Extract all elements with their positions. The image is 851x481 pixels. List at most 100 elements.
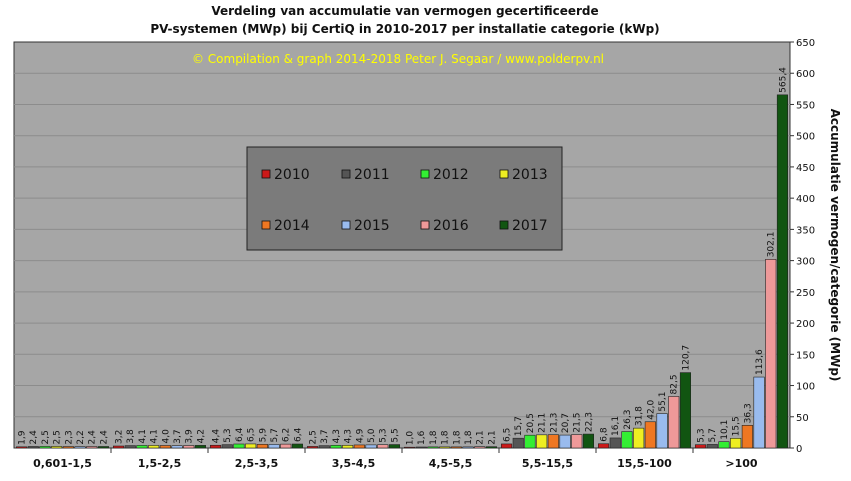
bar-label-2014-3: 4,9 xyxy=(355,428,365,443)
y-tick-label: 200 xyxy=(796,319,815,330)
bar-label-2016-1: 3,9 xyxy=(185,429,195,444)
legend-label-2011: 2011 xyxy=(354,167,390,183)
legend-label-2017: 2017 xyxy=(512,218,548,234)
bar-label-2015-2: 5,7 xyxy=(270,428,280,442)
bar-2013-0 xyxy=(51,446,63,449)
bar-2013-1 xyxy=(148,445,160,449)
bar-label-2017-6: 120,7 xyxy=(681,345,691,371)
bar-2011-1 xyxy=(124,445,136,449)
bar-label-2016-7: 302,1 xyxy=(767,232,777,258)
bar-2015-1 xyxy=(171,445,183,449)
y-tick-label: 150 xyxy=(796,350,815,361)
bar-2017-0 xyxy=(97,446,109,449)
bar-label-2014-7: 36,3 xyxy=(743,403,753,423)
bar-label-2013-7: 15,5 xyxy=(732,416,742,436)
bar-2014-0 xyxy=(62,446,74,449)
bar-label-2012-3: 4,3 xyxy=(332,429,342,443)
chart-title-line-1: Verdeling van accumulatie van vermogen g… xyxy=(211,4,598,18)
x-tick-label-2: 2,5-3,5 xyxy=(235,457,279,470)
x-tick-label-3: 3,5-4,5 xyxy=(332,457,376,470)
bar-2011-7 xyxy=(706,444,718,449)
bar-2016-0 xyxy=(86,446,98,449)
bar-label-2011-4: 1,6 xyxy=(417,430,427,445)
x-category-dividers xyxy=(110,448,694,453)
bar-2017-6 xyxy=(679,372,692,449)
bar-label-2012-0: 2,5 xyxy=(41,430,51,444)
legend-swatch-2016 xyxy=(420,220,430,230)
y-tick-label: 650 xyxy=(796,38,815,49)
bar-2014-7 xyxy=(741,425,753,449)
bar-label-2011-7: 5,7 xyxy=(708,428,718,442)
bar-label-2013-4: 1,8 xyxy=(441,430,451,445)
legend-box xyxy=(246,146,563,251)
bar-2017-5 xyxy=(582,433,595,449)
bar-2012-0 xyxy=(39,446,51,449)
y-tick-label: 500 xyxy=(796,132,815,143)
y-tick-label: 300 xyxy=(796,257,815,268)
y-tick-label: 250 xyxy=(796,288,815,299)
bar-2012-5 xyxy=(524,434,536,449)
bar-label-2010-6: 6,8 xyxy=(600,427,610,442)
bar-2017-1 xyxy=(194,445,206,449)
bar-2013-7 xyxy=(730,438,742,449)
bar-2011-2 xyxy=(221,444,233,449)
bar-label-2015-1: 3,7 xyxy=(173,429,183,443)
bar-label-2010-3: 2,5 xyxy=(309,430,319,444)
y-tick-label: 450 xyxy=(796,163,815,174)
legend-label-2013: 2013 xyxy=(512,167,548,183)
bar-2014-3 xyxy=(353,444,365,449)
bar-2014-6 xyxy=(644,421,656,449)
bar-label-2013-2: 6,5 xyxy=(247,428,257,442)
bar-label-2012-7: 10,1 xyxy=(720,420,730,440)
bar-2012-1 xyxy=(136,445,148,449)
legend-swatch-2015 xyxy=(341,220,351,230)
bar-label-2010-2: 4,4 xyxy=(212,429,222,444)
bar-label-2012-2: 6,4 xyxy=(235,427,245,442)
bar-2016-1 xyxy=(183,445,195,449)
bar-2017-3 xyxy=(388,444,401,449)
bar-label-2010-7: 5,3 xyxy=(697,428,707,442)
bar-label-2012-6: 26,3 xyxy=(623,410,633,430)
legend-swatch-2011 xyxy=(341,169,351,179)
bar-2015-4 xyxy=(462,446,474,449)
bar-2010-2 xyxy=(210,444,222,449)
bar-label-2014-6: 42,0 xyxy=(646,399,656,419)
legend-label-2014: 2014 xyxy=(274,218,310,234)
bar-2015-7 xyxy=(753,376,765,449)
bar-2013-4 xyxy=(439,446,451,449)
bar-label-2017-2: 6,4 xyxy=(293,427,303,442)
bar-2013-2 xyxy=(245,443,257,449)
y-axis-label: Accumulatie vermogen/categorie (MWp) xyxy=(828,109,842,382)
y-tick-label: 350 xyxy=(796,225,815,236)
bar-label-2012-4: 1,8 xyxy=(429,430,439,445)
bar-2011-3 xyxy=(318,445,330,449)
bar-label-2014-4: 1,8 xyxy=(452,430,462,445)
bar-2010-4 xyxy=(403,446,416,449)
bar-label-2016-4: 2,1 xyxy=(476,430,486,444)
bar-2017-4 xyxy=(485,446,498,449)
bar-2016-2 xyxy=(280,443,292,449)
bar-2015-6 xyxy=(656,413,668,449)
x-tick-label-6: 15,5-100 xyxy=(617,457,672,470)
x-tick-label-4: 4,5-5,5 xyxy=(429,457,473,470)
bar-label-2013-1: 4,1 xyxy=(150,429,160,443)
bar-label-2015-3: 5,0 xyxy=(367,428,377,443)
bar-label-2011-1: 3,8 xyxy=(126,429,136,444)
bar-label-2010-4: 1,0 xyxy=(406,431,416,446)
bar-2015-3 xyxy=(365,444,377,449)
y-tick-label: 550 xyxy=(796,100,815,111)
y-tick-label: 400 xyxy=(796,194,815,205)
bar-2010-1 xyxy=(113,445,125,449)
bar-label-2011-6: 16,1 xyxy=(611,416,621,436)
bar-2016-7 xyxy=(765,259,777,449)
bar-label-2015-0: 2,2 xyxy=(76,430,86,444)
x-axis-ticks: 0,601-1,5 1,5-2,5 2,5-3,5 3,5-4,5 4,5-5,5 5,5… xyxy=(33,457,758,470)
bar-2017-7 xyxy=(776,94,789,449)
bar-label-2011-3: 3,7 xyxy=(320,429,330,443)
bar-label-2016-0: 2,4 xyxy=(88,430,98,445)
bar-2010-3 xyxy=(306,446,319,449)
bars xyxy=(15,94,789,449)
x-tick-label-5: 5,5-15,5 xyxy=(522,457,573,470)
bar-label-2017-7: 565,4 xyxy=(778,67,788,93)
bar-label-2010-1: 3,2 xyxy=(115,430,125,444)
